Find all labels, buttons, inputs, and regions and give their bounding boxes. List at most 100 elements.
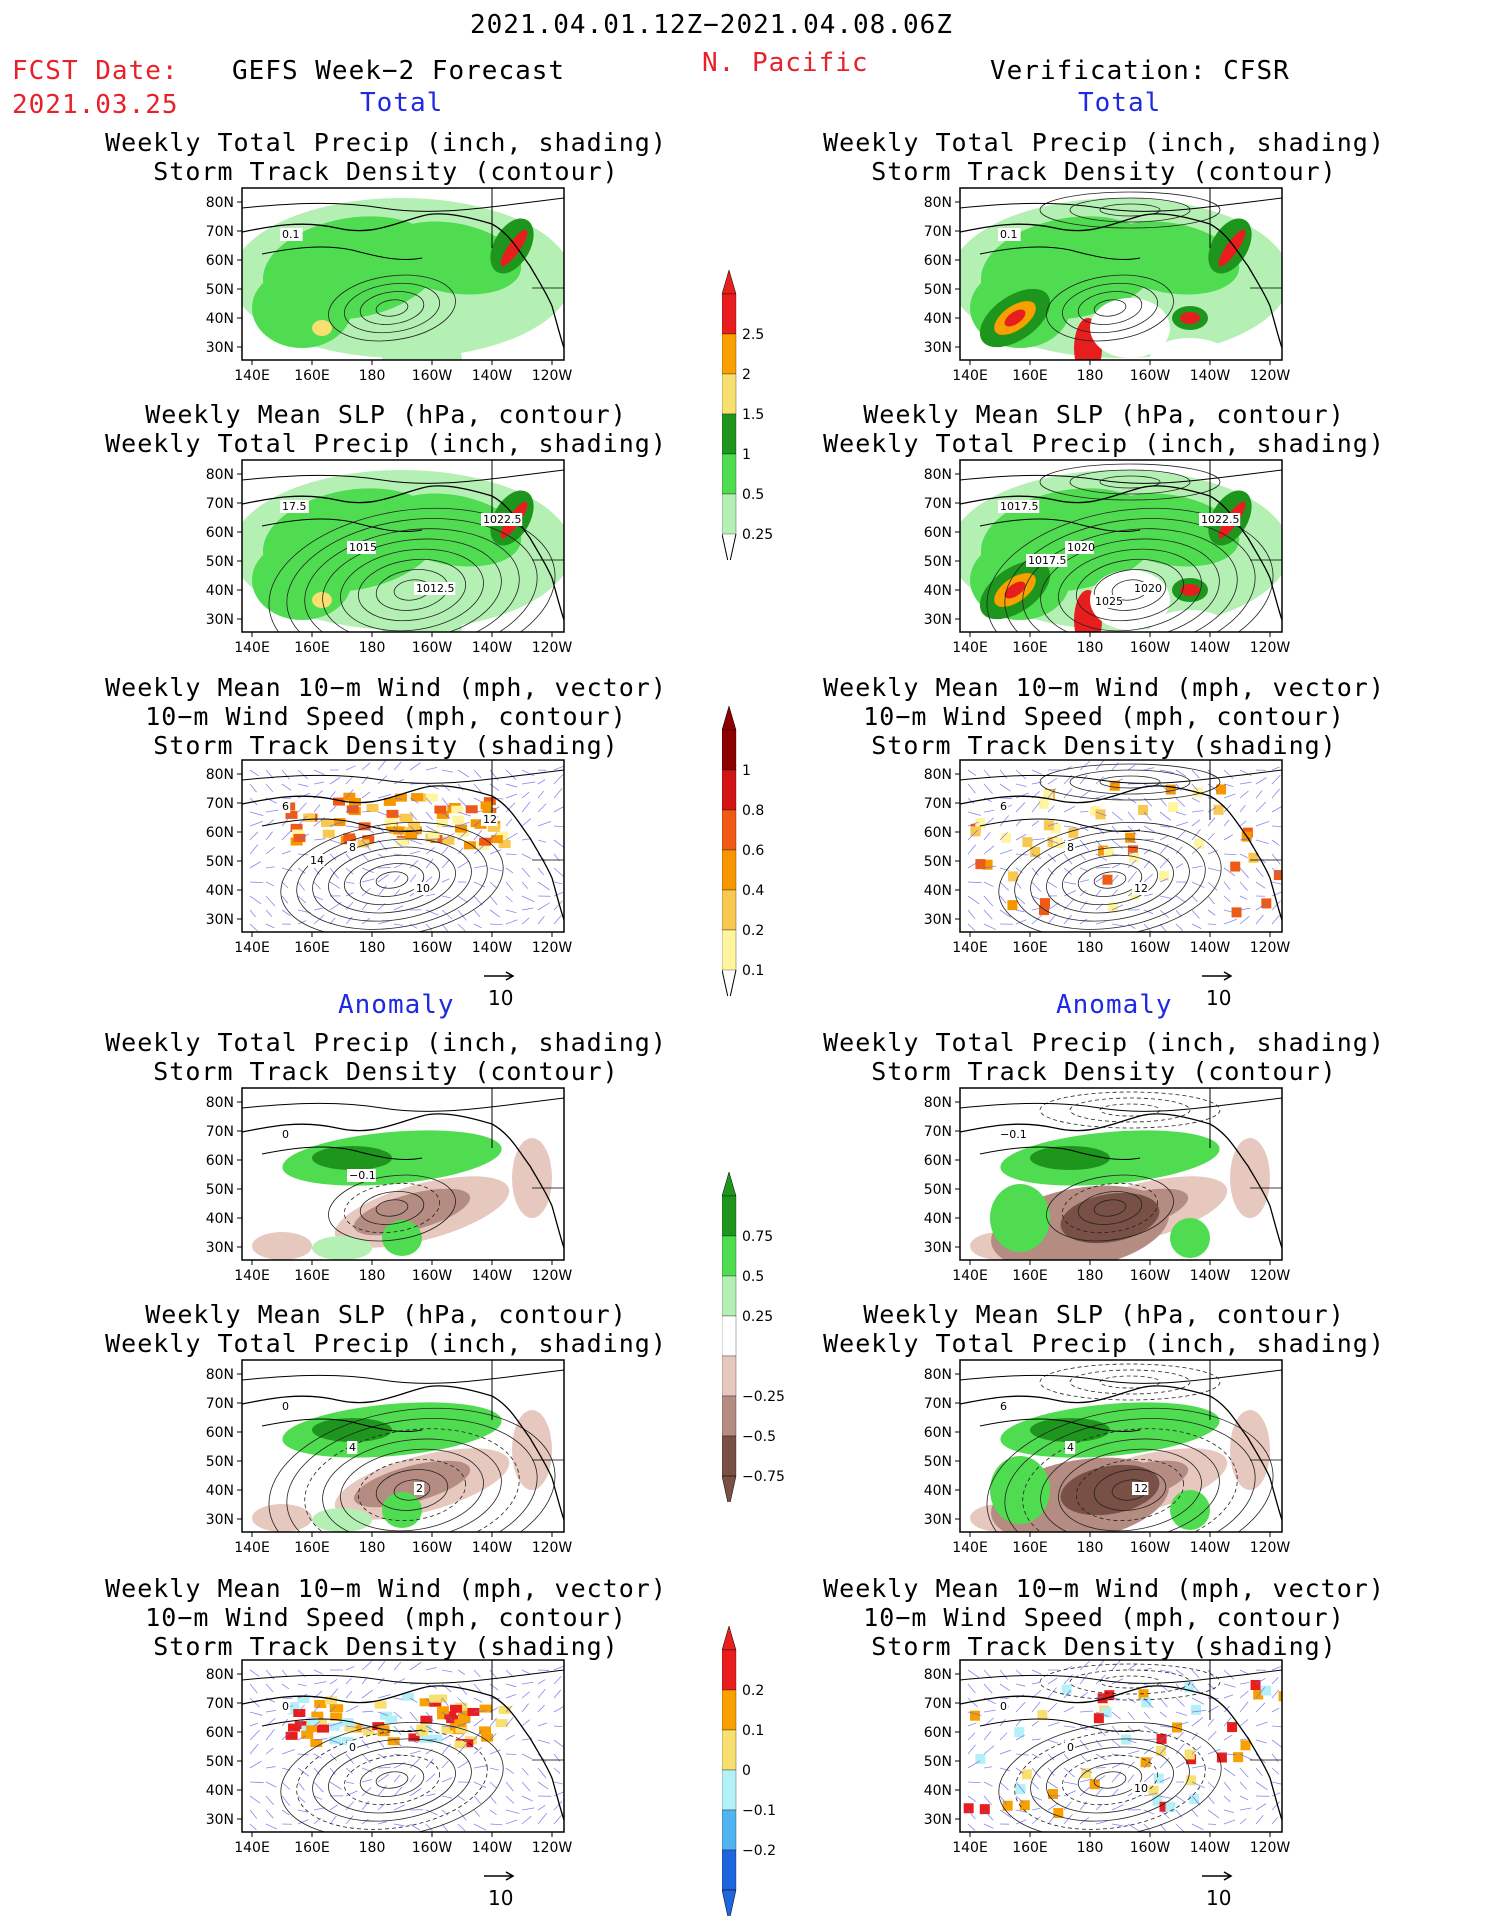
lon-tick-label: 120W [532, 1540, 572, 1556]
svg-text:8: 8 [349, 841, 356, 854]
lon-tick-label: 160W [1130, 940, 1171, 956]
lon-tick-label: 160E [294, 940, 330, 956]
forecast-title: GEFS Week−2 Forecast [232, 56, 566, 86]
lon-tick-label: 160W [412, 1268, 453, 1284]
lon-tick-label: 140E [952, 1540, 988, 1556]
colorbar-segment [721, 1689, 737, 1731]
svg-text:6: 6 [282, 800, 289, 813]
colorbar-bottom-arrow [721, 533, 737, 567]
contour-label: 8 [1065, 841, 1076, 854]
region-title: N. Pacific [702, 48, 869, 78]
lat-tick-label: 50N [206, 554, 234, 570]
lon-tick-label: 140W [472, 368, 513, 384]
panel-title-r1-right: Weekly Total Precip (inch, shading) Storm… [823, 128, 1385, 186]
lon-tick-label: 140W [1190, 940, 1231, 956]
lon-tick-label: 140E [234, 640, 270, 656]
svg-text:0.1: 0.1 [1000, 228, 1018, 241]
svg-text:1020: 1020 [1134, 582, 1162, 595]
lat-tick-label: 80N [206, 195, 234, 211]
svg-text:0: 0 [282, 1400, 289, 1413]
lat-tick-label: 30N [924, 340, 952, 356]
lat-tick-label: 70N [924, 1396, 952, 1412]
colorbar-label: 0.25 [742, 527, 773, 543]
colorbar-label: 0.8 [742, 803, 764, 819]
arrow-right-icon [484, 971, 515, 981]
lat-tick-label: 30N [206, 340, 234, 356]
panel-title-r3-left: Weekly Mean 10−m Wind (mph, vector) 10−m … [105, 673, 667, 760]
svg-text:0.1: 0.1 [282, 228, 300, 241]
map-panel-r3-left: 6 8 10 12 14 80N 70N 60N 50N 40N 30N 140E 160E 180 160… [200, 756, 572, 962]
contour-label: 6 [998, 800, 1009, 813]
lat-tick-label: 50N [924, 554, 952, 570]
contour-label: 14 [308, 854, 325, 867]
panel-title-r6-left: Weekly Mean 10−m Wind (mph, vector) 10−m … [105, 1574, 667, 1661]
svg-text:1017.5: 1017.5 [1000, 500, 1039, 513]
fcst-date: 2021.03.25 [12, 90, 179, 120]
lon-tick-label: 160W [1130, 368, 1171, 384]
panel-title-r6-right: Weekly Mean 10−m Wind (mph, vector) 10−m … [823, 1574, 1385, 1661]
lon-tick-label: 140W [1190, 1840, 1231, 1856]
lon-tick-label: 120W [532, 1268, 572, 1284]
lon-tick-label: 140E [234, 1540, 270, 1556]
lat-tick-label: 30N [206, 1512, 234, 1528]
contour-label: 0.1 [998, 228, 1021, 241]
lon-tick-label: 140E [952, 1840, 988, 1856]
lat-tick-label: 70N [206, 496, 234, 512]
colorbar-label: 0.75 [742, 1229, 773, 1245]
lat-tick-label: 30N [206, 1240, 234, 1256]
colorbar-bottom-arrow [721, 969, 737, 1003]
section-total-left: Total [360, 88, 444, 118]
lon-tick-label: 160E [294, 1268, 330, 1284]
lon-tick-label: 140W [472, 640, 513, 656]
panel-title-r2-right: Weekly Mean SLP (hPa, contour) Weekly Tot… [823, 400, 1385, 458]
lon-tick-label: 140E [952, 940, 988, 956]
colorbar-label: 2.5 [742, 327, 764, 343]
lat-tick-label: 70N [924, 1696, 952, 1712]
contour-label: 10 [414, 882, 431, 895]
lon-tick-label: 140E [234, 1268, 270, 1284]
contour-label: 1015 [347, 541, 377, 554]
colorbar-segment [721, 729, 737, 771]
lat-tick-label: 80N [924, 1095, 952, 1111]
colorbar-top-arrow [721, 1171, 737, 1197]
svg-text:6: 6 [1000, 800, 1007, 813]
contour-label: 4 [1065, 1441, 1076, 1454]
colorbar-segment [721, 333, 737, 375]
lat-tick-label: 30N [206, 912, 234, 928]
svg-text:17.5: 17.5 [282, 500, 307, 513]
colorbar-segment [721, 1235, 737, 1277]
lat-tick-label: 60N [924, 253, 952, 269]
lon-tick-label: 120W [1250, 940, 1290, 956]
section-anomaly-right: Anomaly [1056, 990, 1173, 1020]
svg-text:6: 6 [1000, 1400, 1007, 1413]
colorbar-segment [721, 1809, 737, 1851]
contour-label: 1020 [1065, 541, 1095, 554]
colorbar-top-arrow [721, 705, 737, 731]
svg-text:12: 12 [1134, 1482, 1148, 1495]
lon-tick-label: 180 [1077, 1268, 1104, 1284]
panel-title-r5-right: Weekly Mean SLP (hPa, contour) Weekly Tot… [823, 1300, 1385, 1358]
colorbar-label: −0.25 [742, 1389, 785, 1405]
map-panel-r6-left: 0 0 80N 70N 60N 50N 40N 30N 140E 160E 180 160W 140W 1… [200, 1656, 572, 1862]
lon-tick-label: 160W [1130, 1268, 1171, 1284]
lon-tick-label: 160E [294, 640, 330, 656]
contour-label: 1017.5 [1026, 554, 1068, 567]
colorbar-segment [721, 769, 737, 811]
lon-tick-label: 140W [1190, 1268, 1231, 1284]
svg-text:1025: 1025 [1095, 595, 1123, 608]
contour-label: 6 [998, 1400, 1009, 1413]
lat-tick-label: 50N [206, 1754, 234, 1770]
date-range: 2021.04.01.12Z−2021.04.08.06Z [470, 10, 953, 40]
colorbar-label: 0.1 [742, 963, 764, 979]
contour-label: 1025 [1093, 595, 1123, 608]
contour-label: 0.1 [280, 228, 303, 241]
svg-text:0: 0 [282, 1700, 289, 1713]
arrow-right-icon [1202, 1871, 1233, 1881]
lon-tick-label: 140W [1190, 368, 1231, 384]
contour-label: 0 [347, 1741, 358, 1754]
svg-text:10: 10 [1134, 1782, 1148, 1795]
colorbar-label: 0.5 [742, 1269, 764, 1285]
lon-tick-label: 120W [532, 1840, 572, 1856]
lat-tick-label: 30N [206, 1812, 234, 1828]
colorbar-label: −0.75 [742, 1469, 785, 1485]
